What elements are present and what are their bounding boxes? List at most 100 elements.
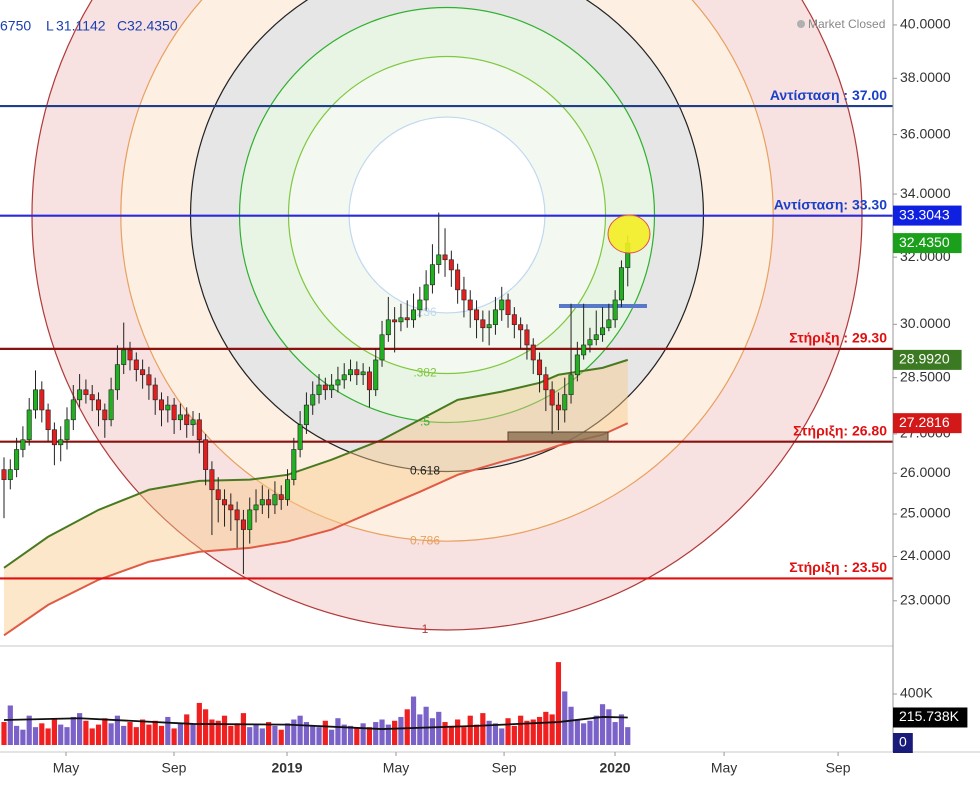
candle-body xyxy=(348,369,354,376)
volume-bar xyxy=(171,728,177,745)
fib-label: .5 xyxy=(420,415,430,429)
candle-body xyxy=(562,394,568,411)
volume-bar xyxy=(228,725,234,745)
volume-bar xyxy=(398,716,404,745)
volume-bar xyxy=(140,719,146,745)
candle-body xyxy=(467,299,473,311)
volume-bar xyxy=(316,727,322,745)
candle-body xyxy=(184,414,190,426)
candle-body xyxy=(215,489,221,500)
candle-body xyxy=(222,499,228,506)
drawings xyxy=(507,304,647,442)
volume-bar xyxy=(177,723,184,745)
candle-body xyxy=(1,469,7,480)
volume-bar xyxy=(448,725,454,745)
candle-body xyxy=(417,299,423,311)
highlight-ellipse xyxy=(607,214,651,254)
y-tick-label: 26.0000 xyxy=(900,464,951,480)
volume-bar xyxy=(373,722,379,745)
volume-bar xyxy=(310,725,316,745)
candle-body xyxy=(285,479,291,500)
candle-body xyxy=(606,319,612,329)
volume-bar xyxy=(253,724,259,745)
candle-body xyxy=(51,429,57,446)
candle-body xyxy=(247,509,253,530)
value-badge xyxy=(893,733,913,753)
candle-body xyxy=(26,409,32,441)
fib-label: 0.618 xyxy=(410,464,440,478)
ma-band xyxy=(4,359,628,636)
candle-body xyxy=(492,309,498,325)
volume-bar xyxy=(45,728,51,745)
volume-bar xyxy=(341,724,347,745)
candle-body xyxy=(316,384,322,395)
candle-body xyxy=(171,404,177,421)
y-tick-label: 23.0000 xyxy=(900,592,951,608)
volume-bar xyxy=(102,718,108,745)
volume-bar xyxy=(20,729,26,745)
value-badge xyxy=(893,233,962,254)
fib-labels: 1 0.786 0.618 .5 .382 .236 xyxy=(410,305,440,636)
volume-bar xyxy=(203,709,209,745)
volume-pane xyxy=(1,662,631,745)
value-badge-label: 27.2816 xyxy=(899,414,950,430)
value-badge xyxy=(893,349,962,370)
y-tick-label: 34.0000 xyxy=(900,185,951,201)
candle-body xyxy=(436,254,442,265)
volume-bar xyxy=(209,719,215,745)
volume-bar xyxy=(492,723,499,745)
volume-bar xyxy=(259,728,265,745)
candle-body xyxy=(196,419,202,441)
candle-body xyxy=(7,469,13,480)
candle-body xyxy=(581,344,587,356)
fib-label: 0.786 xyxy=(410,533,440,547)
volume-bar xyxy=(467,715,473,745)
candle-body xyxy=(392,319,398,323)
volume-bar xyxy=(366,727,373,745)
candle-body xyxy=(423,284,429,301)
candle-body xyxy=(190,419,196,426)
volume-bar xyxy=(461,727,467,745)
candles xyxy=(1,212,631,575)
volume-bar xyxy=(593,715,599,745)
volume-bar xyxy=(26,715,32,745)
candle-body xyxy=(574,354,580,376)
candle-body xyxy=(278,494,284,500)
volume-bar xyxy=(95,724,102,745)
candle-body xyxy=(102,409,108,421)
volume-bars xyxy=(1,662,631,745)
candle-body xyxy=(159,399,165,411)
volume-bar xyxy=(499,728,505,745)
volume-bar xyxy=(7,705,13,745)
candle-body xyxy=(505,299,511,315)
candle-body xyxy=(518,324,524,331)
volume-bar xyxy=(158,725,165,745)
candle-body xyxy=(177,414,183,421)
candle-body xyxy=(140,369,146,376)
x-tick-label: May xyxy=(53,760,79,776)
candle-body xyxy=(89,394,95,401)
x-tick-label: Sep xyxy=(492,760,517,776)
volume-bar xyxy=(429,718,436,745)
candle-body xyxy=(385,319,391,336)
volume-bar xyxy=(379,719,385,745)
volume-bar xyxy=(392,720,398,745)
level-label: Αντίσταση : 37.00 xyxy=(770,87,887,103)
volume-bar xyxy=(480,713,486,745)
candle-body xyxy=(461,289,467,301)
volume-bar xyxy=(133,727,139,745)
volume-bar xyxy=(587,720,593,745)
y-tick-label: 30.0000 xyxy=(900,315,951,331)
volume-bar xyxy=(404,709,410,745)
volume-bar xyxy=(360,723,366,745)
fib-label: 1 xyxy=(422,622,429,636)
volume-bar xyxy=(121,725,127,745)
y-tick-label: 40.0000 xyxy=(900,16,951,32)
volume-bar xyxy=(247,727,253,745)
y-tick-label: 25.0000 xyxy=(900,505,951,521)
y-tick-label: 400K xyxy=(900,685,933,701)
levels xyxy=(0,104,893,580)
volume-bar xyxy=(322,720,328,745)
candle-body xyxy=(612,299,618,321)
